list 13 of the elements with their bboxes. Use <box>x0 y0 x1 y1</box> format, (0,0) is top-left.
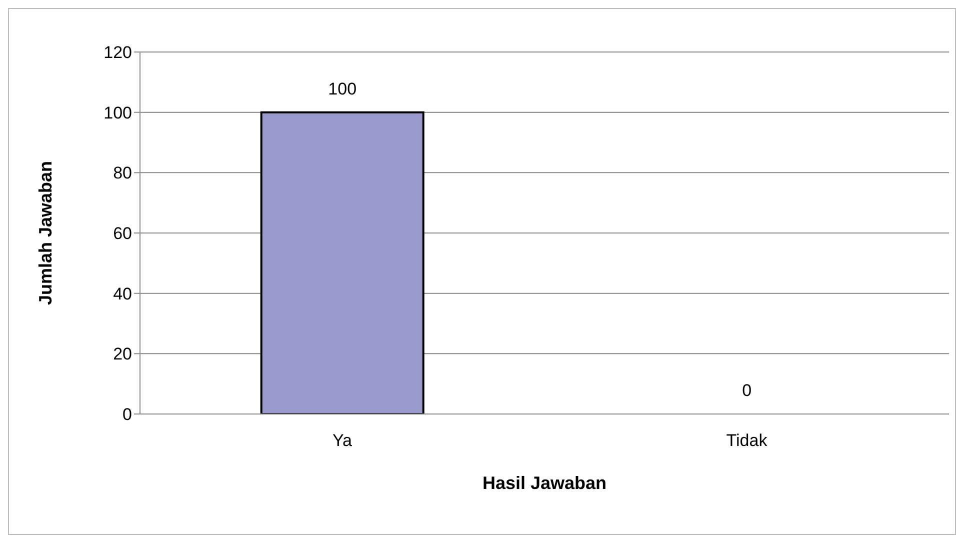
y-tick-label: 0 <box>122 405 132 424</box>
x-tick-label: Tidak <box>726 431 768 450</box>
y-tick-label: 100 <box>104 103 132 122</box>
y-tick-label: 60 <box>113 224 132 244</box>
y-tick-label: 80 <box>113 164 132 183</box>
y-tick-label: 40 <box>113 284 132 304</box>
y-axis-title: Jumlah Jawaban <box>35 160 56 306</box>
x-tick-label: Ya <box>332 431 353 450</box>
data-label: 100 <box>328 79 357 98</box>
data-label: 0 <box>742 381 752 400</box>
y-tick-label: 20 <box>113 344 132 364</box>
y-tick-label: 120 <box>104 43 132 62</box>
x-axis-title: Hasil Jawaban <box>482 472 607 493</box>
